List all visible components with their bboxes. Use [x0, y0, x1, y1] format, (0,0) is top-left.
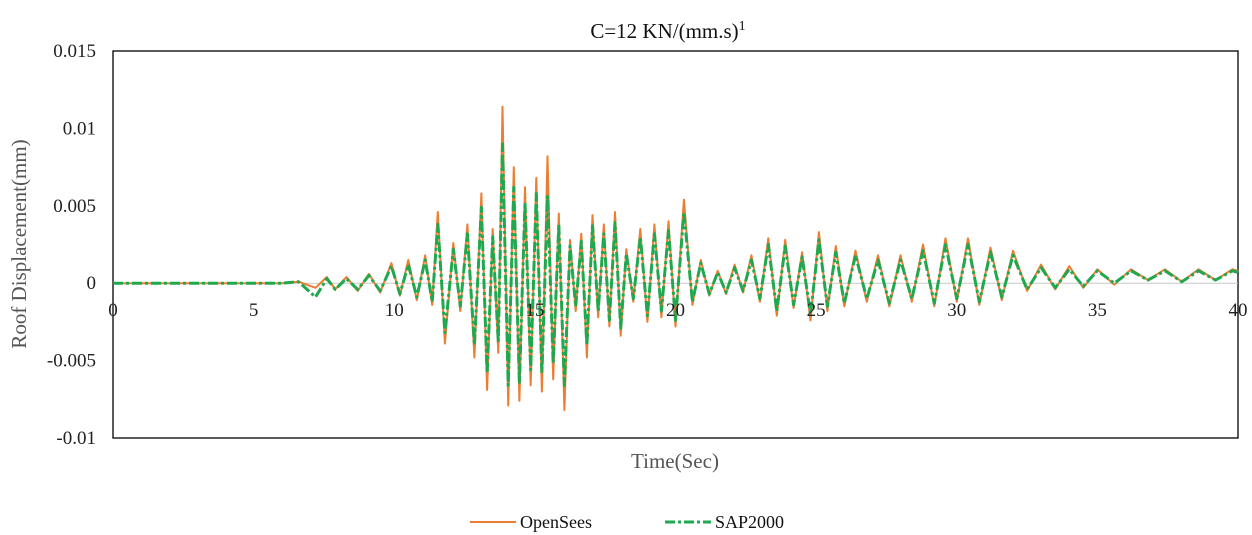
legend-label-sap2000: SAP2000 [715, 512, 784, 532]
y-tick-label: 0.01 [63, 118, 96, 139]
y-tick-label: 0.015 [53, 41, 96, 62]
x-axis-title: Time(Sec) [631, 449, 719, 473]
y-tick-label: -0.005 [47, 351, 96, 372]
x-tick-label: 5 [249, 300, 259, 321]
chart-title-main: C=12 KN/(mm.s) [590, 19, 738, 43]
y-axis-title: Roof Displacement(mm) [7, 139, 31, 348]
x-tick-label: 10 [385, 300, 404, 321]
x-tick-label: 20 [666, 300, 685, 321]
series-layer [113, 105, 1239, 412]
x-tick-label: 25 [807, 300, 826, 321]
legend-label-opensees: OpenSees [520, 512, 592, 532]
y-tick-label: -0.01 [56, 428, 96, 449]
legend: OpenSees SAP2000 [470, 512, 784, 532]
x-tick-label: 15 [525, 300, 544, 321]
chart-title-superscript: 1 [739, 19, 746, 34]
x-tick-label: 40 [1229, 300, 1248, 321]
x-tick-label: 35 [1088, 300, 1107, 321]
x-tick-labels: 0 5 10 15 20 25 30 35 40 [108, 300, 1247, 321]
series-line-sap2000 [113, 142, 1239, 387]
plot-area-frame [112, 50, 1239, 439]
y-tick-label: 0 [87, 273, 97, 294]
x-tick-label: 30 [947, 300, 966, 321]
chart-title: C=12 KN/(mm.s)1 [590, 19, 745, 43]
y-tick-labels: 0.015 0.01 0.005 0 -0.005 -0.01 [47, 41, 96, 449]
x-tick-label: 0 [108, 300, 118, 321]
y-tick-label: 0.005 [53, 196, 96, 217]
